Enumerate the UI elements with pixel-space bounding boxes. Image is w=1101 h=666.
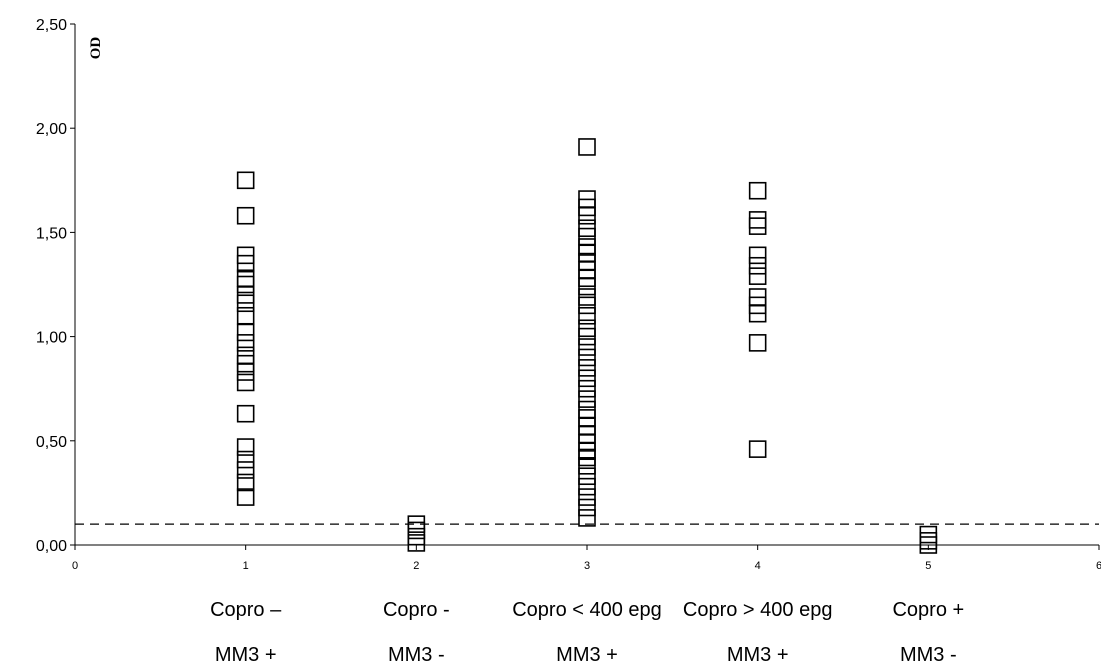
y-tick-label: 2,00 bbox=[36, 121, 67, 138]
data-point bbox=[748, 334, 767, 352]
y-tick-label: 2,50 bbox=[36, 17, 67, 34]
data-point bbox=[748, 246, 767, 265]
data-point bbox=[578, 277, 596, 296]
data-point bbox=[578, 348, 596, 367]
data-point bbox=[578, 338, 596, 356]
category-label-line2: MM3 + bbox=[727, 644, 789, 666]
data-point bbox=[578, 369, 596, 388]
category-label-line2: MM3 - bbox=[900, 644, 957, 666]
category-label-line2: MM3 + bbox=[215, 644, 277, 666]
data-point bbox=[236, 488, 255, 506]
data-point bbox=[578, 498, 596, 517]
data-point bbox=[578, 509, 596, 527]
data-point bbox=[407, 534, 426, 552]
data-point bbox=[236, 334, 255, 352]
data-point bbox=[236, 306, 255, 325]
data-point bbox=[578, 306, 596, 325]
category-label-line1: Copro > 400 epg bbox=[683, 599, 833, 621]
data-point bbox=[578, 206, 596, 225]
category-label-line1: Copro - bbox=[383, 599, 450, 621]
marks-layer bbox=[236, 138, 938, 554]
data-point bbox=[919, 525, 938, 544]
data-point bbox=[236, 363, 255, 381]
data-point bbox=[578, 379, 596, 398]
data-point bbox=[236, 269, 255, 288]
data-point bbox=[748, 256, 767, 275]
data-point bbox=[748, 440, 767, 458]
data-point bbox=[236, 171, 255, 190]
data-point bbox=[748, 217, 767, 235]
category-label-line1: Copro < 400 epg bbox=[512, 599, 662, 621]
data-point bbox=[236, 254, 255, 273]
x-tick-label: 4 bbox=[755, 560, 761, 572]
data-point bbox=[578, 138, 596, 156]
x-tick-label: 0 bbox=[72, 560, 78, 572]
data-point bbox=[748, 211, 767, 229]
data-point bbox=[236, 373, 255, 392]
x-tick-label: 1 bbox=[243, 560, 249, 572]
category-label-line2: MM3 + bbox=[556, 644, 618, 666]
data-point bbox=[578, 390, 596, 408]
data-point bbox=[236, 438, 255, 456]
data-point bbox=[578, 238, 596, 256]
data-point bbox=[407, 527, 426, 546]
data-point bbox=[748, 304, 767, 323]
category-label-line1: Copro – bbox=[210, 599, 282, 621]
x-tick-label: 6 bbox=[1096, 560, 1101, 572]
data-point bbox=[236, 275, 255, 294]
data-point bbox=[236, 206, 255, 225]
y-axis-label: OD bbox=[88, 37, 104, 60]
data-point bbox=[578, 296, 596, 315]
axes-layer: 0,00 0,50 1,00 1,50 2,00 2,50 0 1 2 3 4 5 6 Copro – MM… bbox=[36, 17, 1101, 666]
data-point bbox=[578, 488, 596, 506]
category-label-line2: MM3 - bbox=[388, 644, 445, 666]
data-point bbox=[748, 181, 767, 200]
data-point bbox=[578, 477, 596, 496]
y-tick-label: 0,00 bbox=[36, 538, 67, 555]
data-point bbox=[236, 450, 255, 469]
data-point bbox=[578, 457, 596, 475]
y-tick-label: 1,00 bbox=[36, 330, 67, 347]
data-point bbox=[236, 461, 255, 479]
category-label-line1: Copro + bbox=[892, 599, 964, 621]
data-point bbox=[236, 294, 255, 313]
y-tick-label: 1,50 bbox=[36, 225, 67, 242]
data-point bbox=[578, 359, 596, 377]
data-point bbox=[919, 536, 938, 554]
data-point bbox=[578, 327, 596, 346]
data-point bbox=[236, 404, 255, 423]
y-tick-label: 0,50 bbox=[36, 434, 67, 451]
data-point bbox=[236, 473, 255, 492]
data-point bbox=[407, 521, 426, 540]
data-point bbox=[578, 467, 596, 486]
x-tick-label: 2 bbox=[413, 560, 419, 572]
x-tick-label: 5 bbox=[925, 560, 931, 572]
data-point bbox=[236, 323, 255, 342]
data-point bbox=[748, 267, 767, 285]
x-tick-label: 3 bbox=[584, 560, 590, 572]
